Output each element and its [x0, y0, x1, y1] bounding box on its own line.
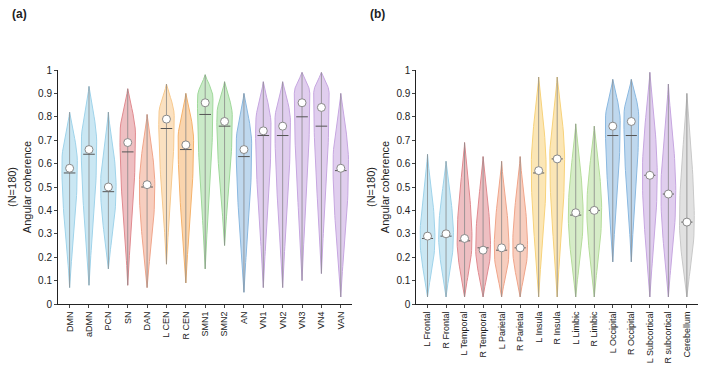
svg-text:R Insula: R Insula	[552, 312, 562, 345]
svg-text:0.3: 0.3	[396, 228, 410, 239]
svg-text:0.4: 0.4	[396, 205, 410, 216]
svg-text:L Temporal: L Temporal	[459, 312, 469, 356]
svg-text:(b): (b)	[370, 7, 385, 21]
svg-text:R Occipital: R Occipital	[626, 312, 636, 356]
svg-text:1: 1	[46, 65, 52, 76]
svg-text:VN2: VN2	[278, 312, 288, 330]
svg-text:0.1: 0.1	[396, 275, 410, 286]
svg-text:AN: AN	[239, 312, 249, 325]
svg-text:0.5: 0.5	[38, 182, 52, 193]
svg-text:L Subcortical: L Subcortical	[645, 312, 655, 364]
svg-text:DAN: DAN	[142, 312, 152, 331]
svg-text:L Parietal: L Parietal	[497, 312, 507, 350]
svg-text:L Insula: L Insula	[534, 312, 544, 343]
svg-text:0.7: 0.7	[38, 135, 52, 146]
svg-text:SN: SN	[123, 312, 133, 325]
svg-text:VN1: VN1	[258, 312, 268, 330]
svg-text:0.3: 0.3	[38, 228, 52, 239]
svg-text:L Occipital: L Occipital	[608, 312, 618, 354]
svg-text:0: 0	[46, 299, 52, 310]
svg-text:0.8: 0.8	[38, 111, 52, 122]
svg-text:0.4: 0.4	[38, 205, 52, 216]
svg-text:0.2: 0.2	[396, 252, 410, 263]
svg-text:(N=180)Angular coherence: (N=180)Angular coherence	[6, 141, 32, 233]
svg-text:L CEN: L CEN	[161, 312, 171, 338]
svg-text:VN3: VN3	[297, 312, 307, 330]
svg-text:R subcortical: R subcortical	[663, 312, 673, 364]
svg-text:0.9: 0.9	[38, 88, 52, 99]
svg-text:0.1: 0.1	[38, 275, 52, 286]
svg-text:(N=180)Angular coherence: (N=180)Angular coherence	[365, 141, 391, 233]
svg-text:R CEN: R CEN	[181, 312, 191, 340]
svg-text:R Limbic: R Limbic	[589, 311, 599, 347]
svg-text:0.6: 0.6	[38, 158, 52, 169]
svg-text:DMN: DMN	[65, 312, 75, 333]
svg-text:VAN: VAN	[336, 312, 346, 330]
svg-text:R Temporal: R Temporal	[478, 312, 488, 358]
svg-text:0.6: 0.6	[396, 158, 410, 169]
svg-text:0.7: 0.7	[396, 135, 410, 146]
svg-text:0.9: 0.9	[396, 88, 410, 99]
svg-text:R Frontal: R Frontal	[441, 312, 451, 349]
svg-text:0.2: 0.2	[38, 252, 52, 263]
svg-text:L Limbic: L Limbic	[571, 311, 581, 345]
svg-text:1: 1	[405, 65, 411, 76]
svg-text:SMN1: SMN1	[200, 312, 210, 337]
svg-text:Cerebellum: Cerebellum	[682, 312, 692, 358]
svg-text:0: 0	[405, 299, 411, 310]
svg-text:(a): (a)	[12, 7, 27, 21]
svg-text:PCN: PCN	[103, 312, 113, 331]
svg-text:0.5: 0.5	[396, 182, 410, 193]
svg-text:VN4: VN4	[316, 312, 326, 330]
svg-text:R Parietal: R Parietal	[515, 312, 525, 352]
svg-text:L Frontal: L Frontal	[422, 312, 432, 347]
svg-text:aDMN: aDMN	[84, 312, 94, 338]
svg-text:SMN2: SMN2	[219, 312, 229, 337]
svg-text:0.8: 0.8	[396, 111, 410, 122]
